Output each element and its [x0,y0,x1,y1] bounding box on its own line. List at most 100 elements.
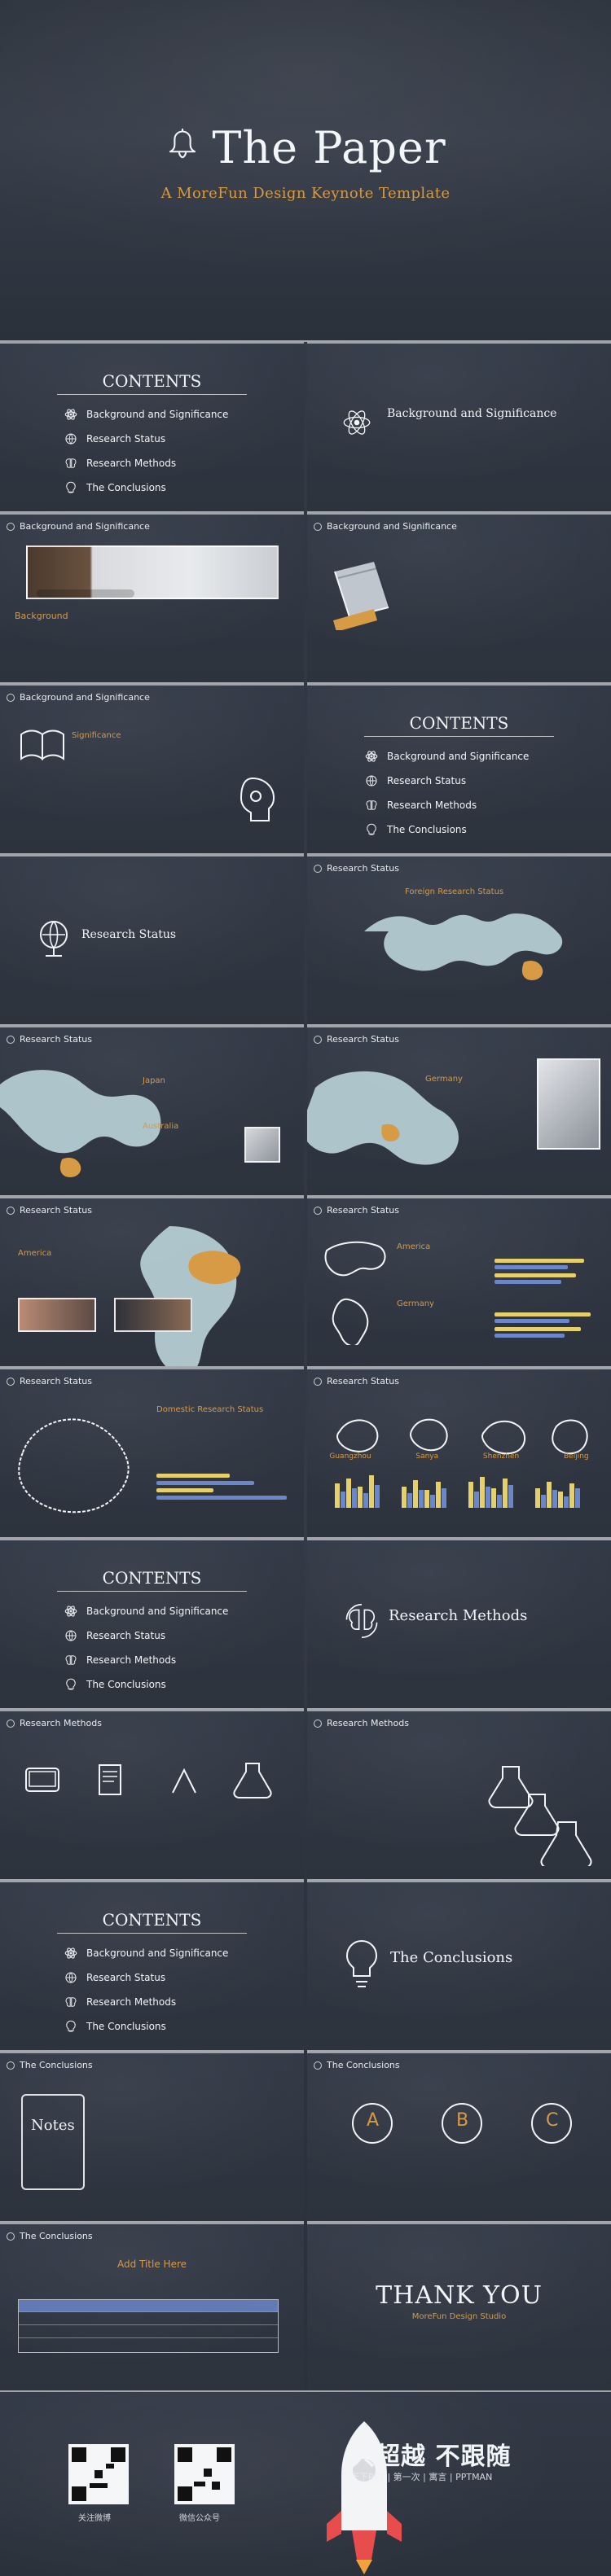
city-label-guangzhou: Guangzhou [329,1452,371,1461]
contents-rule [57,1933,247,1934]
globe-icon [64,1970,78,1985]
slide-header-title: Research Status [20,1034,93,1045]
china-map-outline [18,1418,130,1514]
header-dot-icon [7,1035,15,1044]
contents-title: CONTENTS [102,1910,202,1930]
lightbulb-large-icon [343,1936,380,1993]
bar-blue [495,1265,568,1269]
slide-header: Research Methods [7,1718,102,1728]
europe-map [307,1071,459,1165]
slide-header: Background and Significance [7,521,150,532]
contents-item-label: Research Status [387,775,467,786]
desk-photo [26,545,279,599]
slide-america: Research Status America [0,1197,304,1368]
contents-item-label: The Conclusions [86,2021,166,2032]
americas-map [140,1226,241,1366]
brand-title: 只超越 不跟随 [350,2442,512,2471]
slide-header-title: Research Status [327,863,400,874]
background-label: Background [15,611,68,621]
domestic-bars [156,1474,287,1522]
contents-item-label: The Conclusions [86,482,166,493]
slide-header-title: Background and Significance [327,521,457,532]
slide-header: Research Methods [314,1718,409,1728]
section-title: Research Methods [389,1607,528,1624]
slide-japan-australia: Research Status Japan Australia [0,1026,304,1197]
contents-item: Background and Significance [64,402,279,427]
slide-header: Research Status [314,1205,399,1216]
contents-item-label: Background and Significance [86,1606,229,1617]
america-label: America [18,1249,52,1258]
contents-item-label: Research Methods [86,1996,177,2008]
contents-item: The Conclusions [64,475,279,500]
header-dot-icon [7,2061,15,2070]
contents-item-label: Research Status [86,433,166,445]
slide-section-background: Background and Significance [307,342,611,513]
slide-section-research-methods: Research Methods [307,1539,611,1710]
background-text: Background [15,611,289,625]
atom-icon [364,749,379,764]
slide-significance: Background and Significance Significance [0,684,304,855]
thank-you-subtitle: MoreFun Design Studio [411,2312,507,2321]
city-label-beijing: Beijing [563,1452,589,1461]
header-dot-icon [7,693,15,702]
contents-title: CONTENTS [102,1568,202,1588]
cover-title-row: The Paper [165,122,446,173]
atom-icon [64,1604,78,1619]
slide-contents-3: CONTENTS Background and Significance Res… [0,1539,304,1710]
bell-icon [165,122,200,173]
foreign-status-label: Foreign Research Status [405,887,504,896]
header-dot-icon [7,1377,15,1386]
bar-blue [495,1319,569,1323]
bar-yellow [495,1259,584,1263]
contents-list: Background and Significance Research Sta… [64,402,279,500]
slide-thank-you: THANK YOU MoreFun Design Studio [307,2223,611,2394]
slide-domestic: Research Status Domestic Research Status [0,1368,304,1539]
atom-icon [64,407,78,422]
world-map [364,913,563,980]
slide-header-title: The Conclusions [327,2060,400,2070]
atom-icon [64,1946,78,1960]
slide-header-title: Research Status [327,1034,400,1045]
bars-area [495,1241,600,1347]
data-table [18,2299,279,2353]
contents-item-label: Research Status [86,1972,166,1983]
slide-header: The Conclusions [7,2060,93,2070]
atom-icon [340,405,374,440]
germany-label-2: Germany [397,1299,434,1308]
lightbulb-icon [364,822,379,837]
header-dot-icon [7,1206,15,1215]
brain-refresh-icon [340,1599,384,1643]
globe-icon [364,773,379,788]
header-dot-icon [7,1719,15,1728]
header-dot-icon [314,1377,322,1386]
circle-b: B [456,2110,469,2131]
contents-item: The Conclusions [364,817,587,842]
bar-yellow [495,1327,581,1331]
circle-c: C [546,2110,559,2131]
slide-header-title: Research Status [327,1376,400,1387]
photo-couple [18,1298,96,1332]
slide-header-title: Research Status [20,1376,93,1387]
slide-germany: Research Status Germany [307,1026,611,1197]
slide-header-title: Research Methods [20,1718,102,1728]
cover-slide: The Paper A MoreFun Design Keynote Templ… [0,0,611,342]
bar-blue [495,1334,565,1338]
significance-label: Significance [72,731,121,740]
germany-label: Germany [425,1075,463,1084]
slide-header: Research Status [314,863,399,874]
slide-header-title: Research Status [20,1205,93,1216]
slide-contents-4: CONTENTS Background and Significance Res… [0,1881,304,2052]
cover-title: The Paper [212,122,446,173]
header-dot-icon [314,2061,322,2070]
globe-icon [64,1628,78,1643]
city-labels: Guangzhou Sanya Shenzhen Beijing [307,1452,611,1461]
slide-methods-icons: Research Methods [0,1710,304,1881]
section-title: The Conclusions [390,1949,513,1966]
thank-you-title: THANK YOU [376,2281,543,2310]
contents-item-label: Research Status [86,1630,166,1641]
qr-label-2: 微信公众号 [179,2514,220,2523]
photo-car [114,1298,192,1332]
slide-conclusions-table: The Conclusions Add Title Here [0,2223,304,2394]
contents-item: Background and Significance [364,744,587,769]
